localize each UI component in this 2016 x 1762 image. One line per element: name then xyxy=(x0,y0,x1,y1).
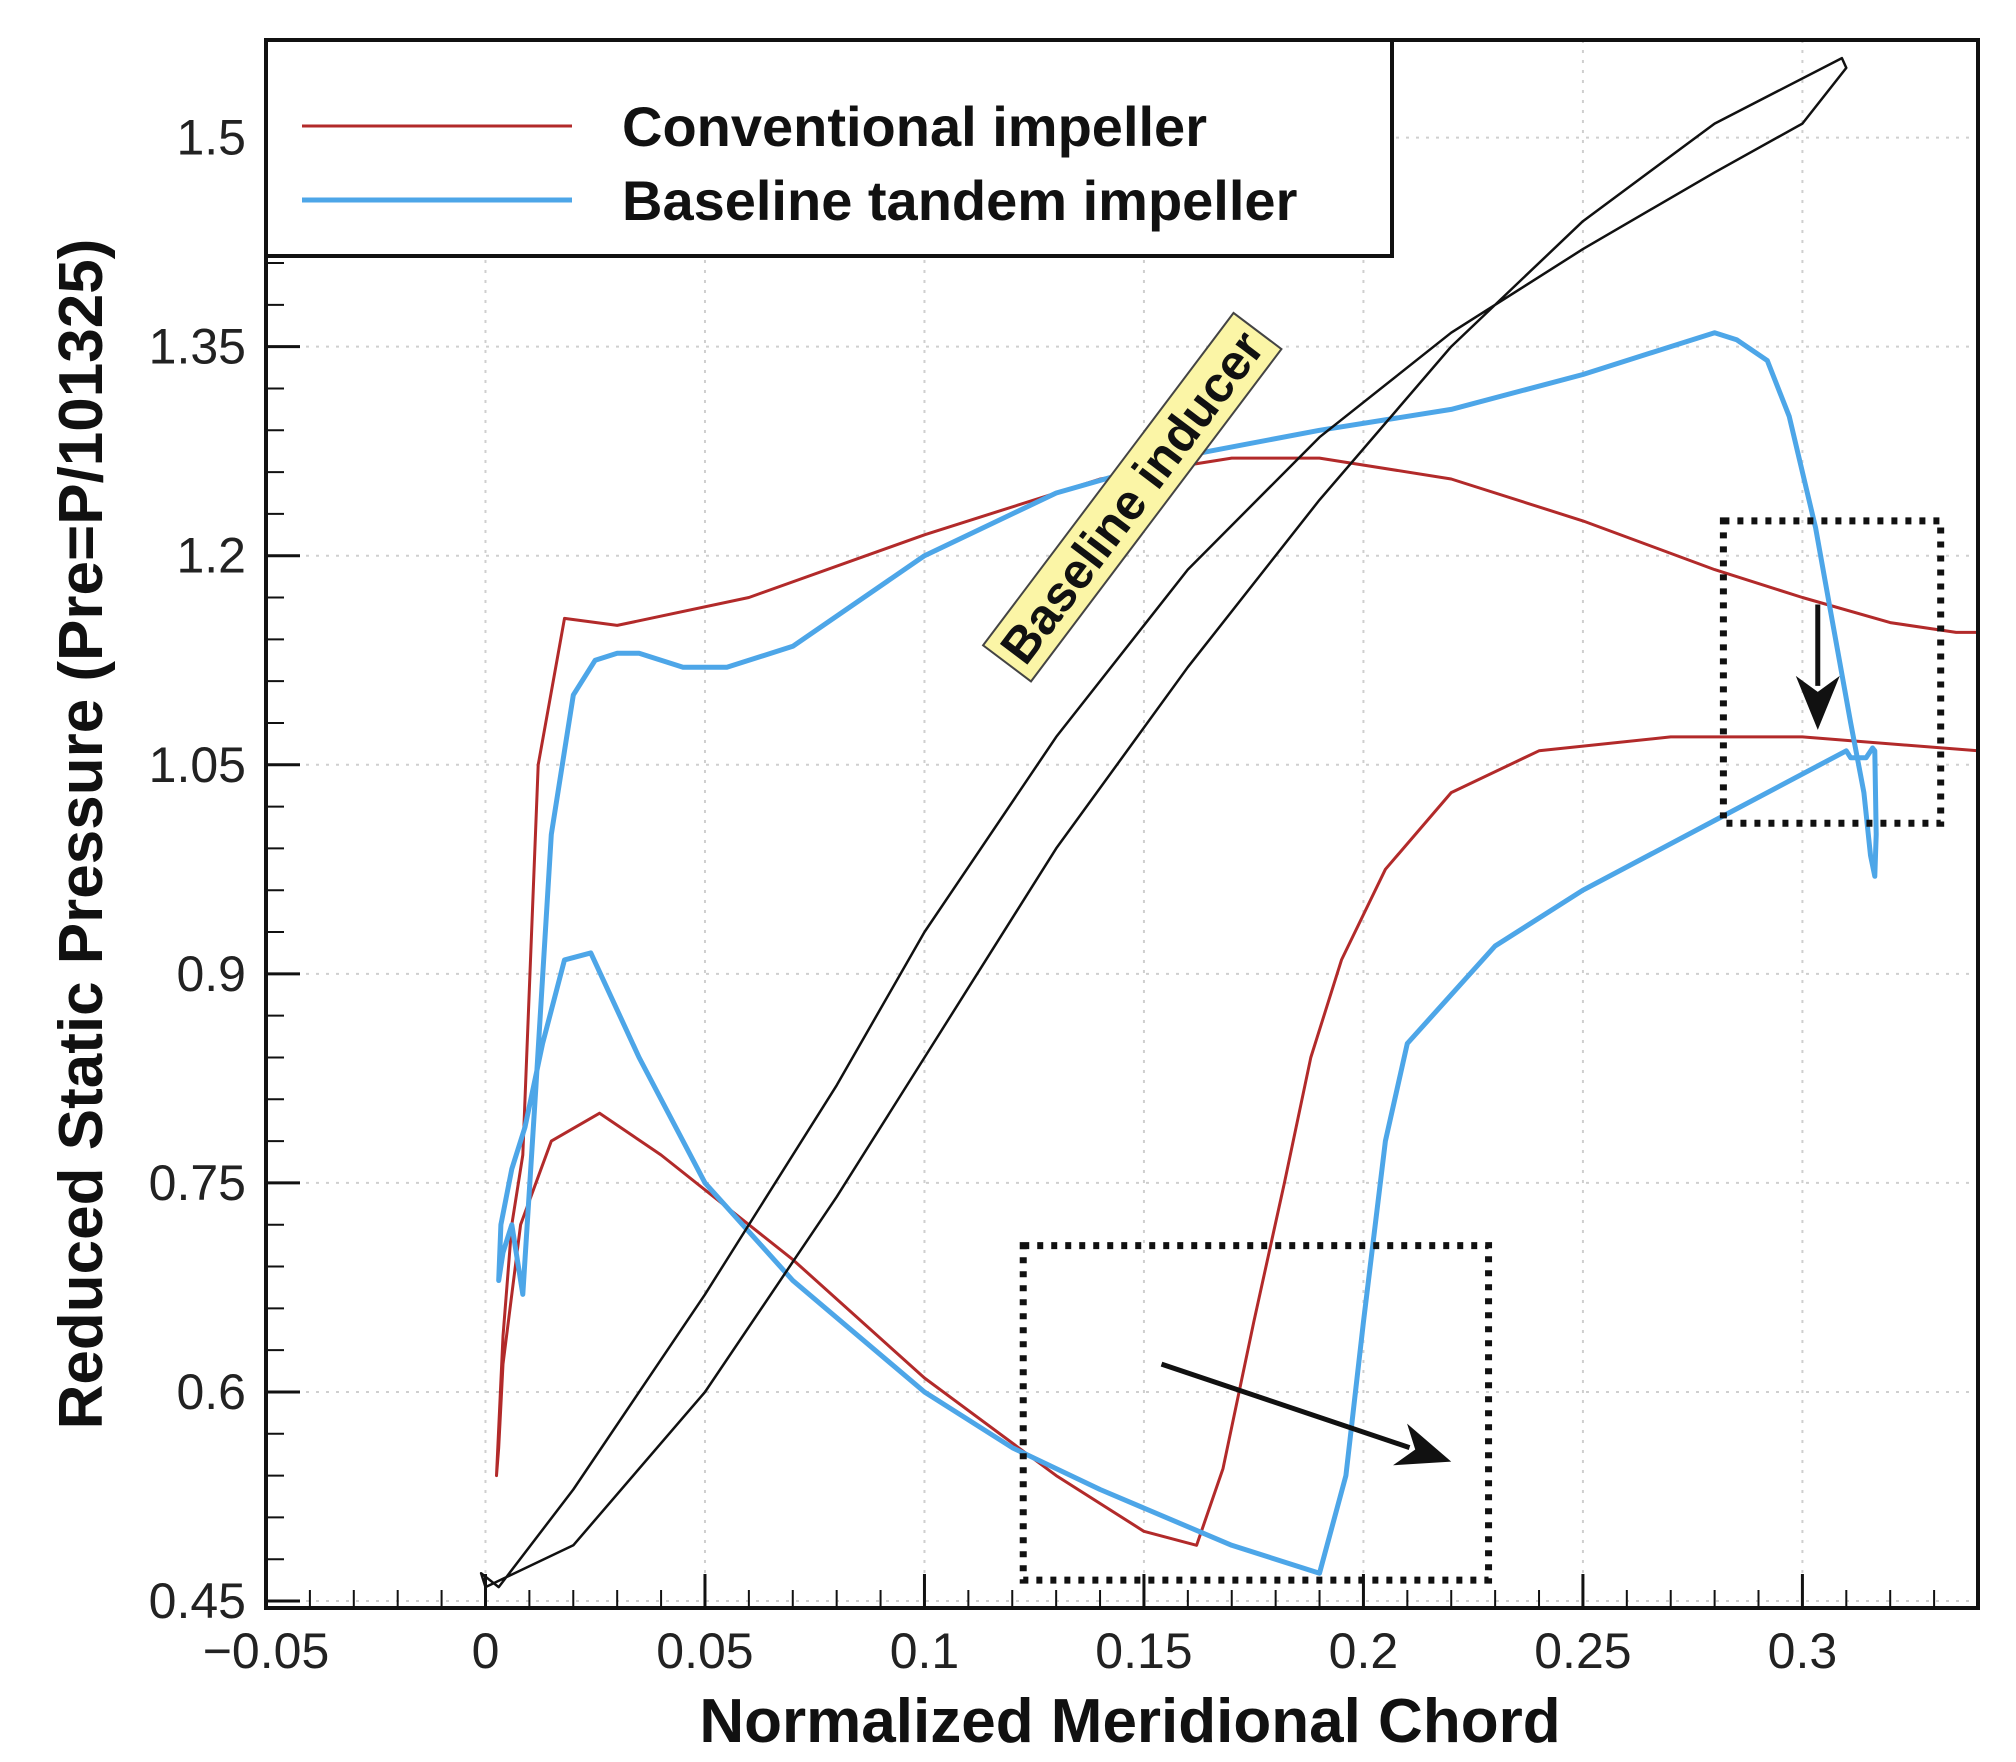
legend-label-1: Baseline tandem impeller xyxy=(622,169,1297,232)
legend-box xyxy=(264,38,1394,258)
x-tick-label-4: 0.15 xyxy=(1095,1623,1192,1679)
arrow-shaft-0 xyxy=(1160,1361,1411,1450)
plot-border xyxy=(264,38,1980,1610)
x-tick-label-3: 0.1 xyxy=(890,1623,960,1679)
highlight-box-1 xyxy=(1719,517,1945,827)
arrow-head-1 xyxy=(1795,675,1840,730)
y-tick-label-2: 0.75 xyxy=(149,1155,246,1211)
axis-ticks: −0.05 0 0.05 0.1 0.15 0.2 0.25 0.3 0.45 0.6 0.75 0.… xyxy=(149,52,1979,1679)
series-layer xyxy=(479,56,1980,1589)
series-line-1 xyxy=(496,330,1879,1576)
y-tick-label-0: 0.45 xyxy=(149,1573,246,1629)
y-tick-label-7: 1.5 xyxy=(176,110,246,166)
legend: Conventional impeller Baseline tandem imp… xyxy=(264,38,1394,258)
x-tick-label-1: 0 xyxy=(472,1623,500,1679)
arrow-head-0 xyxy=(1393,1423,1452,1466)
y-tick-label-1: 0.6 xyxy=(176,1364,246,1420)
annotations: Baseline inducer xyxy=(981,311,1283,683)
series-line-0 xyxy=(495,456,1980,1547)
y-tick-label-6: 1.35 xyxy=(149,319,246,375)
highlight-boxes xyxy=(1019,517,1945,1584)
x-tick-label-5: 0.2 xyxy=(1329,1623,1399,1679)
annotation-0: Baseline inducer xyxy=(981,311,1283,683)
annotation-background-0 xyxy=(981,311,1283,683)
grid-lines xyxy=(265,40,1978,1608)
x-tick-label-2: 0.05 xyxy=(656,1623,753,1679)
annotation-label-0: Baseline inducer xyxy=(989,321,1275,674)
legend-label-0: Conventional impeller xyxy=(622,95,1207,158)
series-line-2 xyxy=(479,56,1848,1589)
y-tick-label-5: 1.2 xyxy=(176,528,246,584)
plot-frame xyxy=(264,38,1980,1610)
x-tick-label-0: −0.05 xyxy=(203,1623,330,1679)
annotation-arrows xyxy=(1160,604,1840,1466)
x-tick-label-7: 0.3 xyxy=(1768,1623,1838,1679)
x-tick-label-6: 0.25 xyxy=(1534,1623,1631,1679)
x-axis-title: Normalized Meridional Chord xyxy=(699,1687,1560,1756)
y-axis-title: Reduced Static Pressure (Pre=P/101325) xyxy=(47,239,116,1430)
y-tick-label-3: 0.9 xyxy=(176,946,246,1002)
y-tick-label-4: 1.05 xyxy=(149,737,246,793)
highlight-box-0 xyxy=(1019,1242,1493,1584)
